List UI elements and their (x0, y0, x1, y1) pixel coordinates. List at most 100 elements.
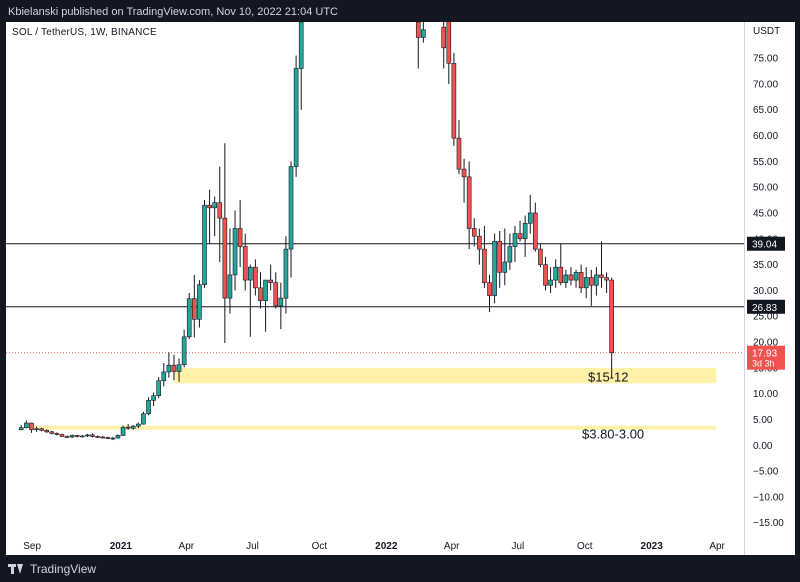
candle-body (568, 274, 574, 281)
candle-body (24, 422, 29, 429)
brand-name: TradingView (30, 562, 97, 576)
candle-body (517, 233, 523, 240)
candle-body (573, 272, 579, 281)
candle-body (548, 279, 553, 286)
candle-body (609, 279, 614, 354)
y-axis-tick-label: −15.00 (753, 518, 784, 529)
bar-countdown-text: 3d 3h (752, 359, 775, 369)
candle-body (538, 248, 543, 265)
x-axis-tick-label: Apr (444, 541, 460, 552)
candle-body (161, 371, 167, 382)
candle-body (583, 277, 589, 289)
x-axis-tick-label: Jul (511, 541, 524, 552)
candle-body (59, 434, 65, 437)
candle-body (69, 435, 75, 438)
candle-body (29, 422, 34, 431)
y-axis-tick-label: 0.00 (753, 441, 773, 452)
y-axis-tick-label: −10.00 (753, 492, 784, 503)
candle-body (100, 436, 106, 439)
x-axis-tick-label: Oct (577, 541, 593, 552)
price-scale[interactable]: USDT−15.00−10.00−5.000.005.0010.0015.002… (744, 22, 795, 555)
candle-body (415, 22, 421, 38)
zone-label: $3.80-3.00 (582, 427, 644, 442)
candle-body (136, 423, 141, 427)
x-axis-tick-label: Jul (246, 541, 259, 552)
candle-body (471, 228, 477, 237)
candle-body (563, 274, 569, 283)
candle-body (293, 68, 299, 167)
candle-body (80, 435, 85, 438)
candle-body (298, 22, 304, 69)
y-axis-tick-label: 50.00 (753, 183, 778, 194)
candle-body (522, 223, 528, 240)
candle-body (54, 433, 60, 435)
candle-body (507, 246, 513, 263)
candle-body (553, 266, 558, 281)
candle-body (115, 435, 121, 439)
candle-body (49, 431, 55, 434)
candle-body (482, 248, 487, 283)
candle-body (288, 166, 294, 250)
candle-body (533, 212, 538, 250)
candle-body (151, 395, 156, 401)
candle-body (232, 228, 238, 276)
y-axis-tick-label: 60.00 (753, 131, 778, 142)
candle-body (441, 26, 447, 49)
candle-body (222, 217, 228, 299)
chart-panel[interactable]: $15-12 $3.80-3.00 Sep 2021 Apr Jul Oct 2022 Apr J… (6, 22, 744, 555)
y-axis-tick-label: 20.00 (753, 338, 778, 349)
candle-body (90, 434, 95, 437)
candle-body (197, 284, 202, 320)
y-axis-tick-label: 45.00 (753, 208, 778, 219)
level-price-text: 39.04 (752, 240, 777, 251)
candle-body (589, 277, 594, 286)
candle-body (212, 202, 217, 209)
price-scale-axis: USDT−15.00−10.00−5.000.005.0010.0015.002… (747, 26, 785, 529)
level-price-badge (747, 236, 785, 251)
candle-body (110, 437, 116, 440)
candle-body (451, 62, 457, 139)
candle-body (39, 428, 44, 431)
level-price-badge (747, 299, 785, 314)
last-price-text: 17.93 (752, 349, 777, 360)
candle-body (253, 266, 258, 289)
price-plot[interactable]: $15-12 $3.80-3.00 Sep 2021 Apr Jul Oct 2022 Apr J… (6, 22, 744, 555)
zone-label: $15-12 (588, 370, 628, 385)
x-axis-tick-label: Sep (23, 541, 41, 552)
footer-brand[interactable]: TradingView (8, 562, 96, 576)
support-zone (173, 367, 717, 384)
y-axis-tick-label: 5.00 (753, 415, 773, 426)
candle-body (421, 29, 426, 38)
candle-body (278, 297, 284, 307)
candle-body (502, 261, 508, 273)
publish-info: Kbielanski published on TradingView.com,… (8, 6, 338, 18)
candle-body (141, 413, 146, 425)
candle-body (217, 202, 223, 219)
candle-body (248, 266, 253, 281)
candle-body (497, 241, 502, 273)
candle-body (466, 176, 472, 229)
candle-body (594, 274, 599, 286)
candle-body (95, 436, 100, 438)
candle-body (186, 298, 192, 338)
symbol-legend[interactable]: SOL / TetherUS, 1W, BINANCE (12, 27, 157, 38)
candle-body (456, 137, 462, 170)
candle-body (192, 298, 197, 320)
candle-body (105, 437, 111, 439)
last-price-badge (747, 345, 785, 370)
level-price-text: 26.83 (752, 303, 777, 314)
x-axis-tick-label: 2022 (375, 541, 398, 552)
candle-body (558, 266, 564, 283)
candle-body (604, 277, 609, 281)
candle-body (166, 364, 172, 373)
candle-body (492, 241, 497, 296)
candle-body (512, 233, 518, 247)
y-axis-tick-label: 10.00 (753, 389, 778, 400)
candle-body (258, 287, 263, 302)
candle-body (125, 426, 131, 429)
currency-label: USDT (753, 26, 780, 37)
candle-body (130, 425, 136, 429)
x-axis-tick-label: 2021 (110, 541, 133, 552)
candle-body (156, 380, 161, 397)
candle-body (227, 274, 233, 299)
